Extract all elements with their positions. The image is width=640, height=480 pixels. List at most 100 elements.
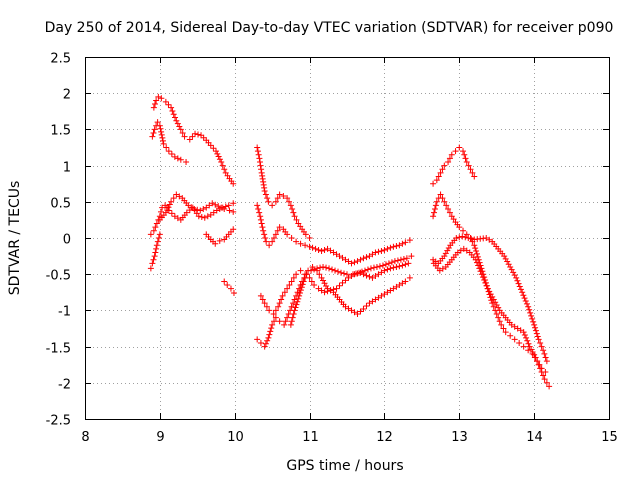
data-point bbox=[166, 201, 173, 208]
data-point bbox=[165, 204, 172, 211]
data-point bbox=[287, 202, 294, 209]
data-point bbox=[274, 227, 281, 234]
data-point bbox=[528, 312, 535, 319]
data-point bbox=[482, 279, 489, 286]
data-point bbox=[489, 300, 496, 307]
data-point bbox=[154, 119, 161, 126]
data-point bbox=[391, 258, 398, 265]
data-point bbox=[400, 255, 407, 262]
y-tick-label: -1 bbox=[58, 305, 71, 320]
data-point bbox=[516, 339, 523, 346]
data-point bbox=[471, 173, 478, 180]
data-point bbox=[532, 327, 539, 334]
data-point bbox=[332, 267, 339, 274]
data-point bbox=[209, 200, 216, 207]
data-point bbox=[257, 339, 264, 346]
data-point bbox=[320, 277, 327, 284]
y-tick-label: -2.5 bbox=[46, 414, 71, 429]
data-point bbox=[358, 268, 365, 275]
data-point bbox=[527, 309, 534, 316]
data-point bbox=[300, 278, 307, 285]
data-point bbox=[437, 169, 444, 176]
data-point bbox=[290, 274, 297, 281]
x-tick-label: 8 bbox=[81, 430, 89, 445]
data-point bbox=[289, 206, 296, 213]
x-tick-label: 12 bbox=[376, 430, 393, 445]
plot-frame bbox=[85, 57, 610, 420]
data-point bbox=[263, 238, 270, 245]
data-point bbox=[354, 311, 361, 318]
data-point bbox=[538, 368, 545, 375]
data-point bbox=[254, 336, 261, 343]
data-point bbox=[151, 253, 158, 260]
data-point bbox=[215, 203, 222, 210]
data-point bbox=[269, 321, 276, 328]
data-point bbox=[507, 263, 514, 270]
data-points bbox=[147, 93, 553, 390]
y-tick-label: -0.5 bbox=[46, 269, 71, 284]
data-point bbox=[170, 195, 177, 202]
y-tick-label: 1 bbox=[63, 161, 71, 176]
data-point bbox=[461, 151, 468, 158]
data-point bbox=[200, 134, 207, 141]
data-point bbox=[281, 289, 288, 296]
data-point bbox=[511, 272, 518, 279]
data-point bbox=[270, 311, 277, 318]
data-point bbox=[189, 133, 196, 140]
data-point bbox=[155, 93, 162, 100]
data-point bbox=[162, 98, 169, 105]
data-point bbox=[269, 238, 276, 245]
data-point bbox=[531, 321, 538, 328]
data-point bbox=[382, 261, 389, 268]
data-point bbox=[260, 227, 267, 234]
data-point bbox=[541, 376, 548, 383]
data-point bbox=[265, 334, 272, 341]
data-point bbox=[153, 220, 160, 227]
data-point bbox=[271, 318, 278, 325]
data-point bbox=[213, 207, 220, 214]
data-point bbox=[293, 238, 300, 245]
data-point bbox=[150, 256, 157, 263]
data-point bbox=[261, 343, 268, 350]
data-point bbox=[181, 133, 188, 140]
data-point bbox=[299, 281, 306, 288]
data-point bbox=[285, 198, 292, 205]
data-point bbox=[152, 249, 159, 256]
data-point bbox=[290, 311, 297, 318]
series-15 bbox=[430, 233, 550, 365]
data-point bbox=[151, 126, 158, 133]
data-point bbox=[495, 304, 502, 311]
data-point bbox=[344, 271, 350, 278]
data-point bbox=[394, 257, 401, 264]
series-1 bbox=[150, 93, 237, 187]
data-point bbox=[363, 254, 370, 261]
data-point bbox=[278, 296, 285, 303]
data-point bbox=[215, 153, 222, 160]
data-point bbox=[195, 131, 202, 138]
data-point bbox=[318, 248, 325, 255]
data-point bbox=[405, 260, 412, 267]
data-point bbox=[476, 265, 483, 272]
data-point bbox=[257, 213, 264, 220]
data-point bbox=[150, 130, 157, 137]
data-point bbox=[351, 271, 358, 278]
data-point bbox=[285, 311, 292, 318]
data-point bbox=[158, 95, 165, 102]
data-point bbox=[483, 282, 490, 289]
data-point bbox=[321, 246, 328, 253]
data-point bbox=[218, 204, 225, 211]
data-point bbox=[342, 277, 349, 284]
data-point bbox=[370, 264, 377, 271]
data-point bbox=[357, 269, 364, 276]
data-point bbox=[525, 347, 532, 354]
data-point bbox=[320, 263, 327, 270]
data-point bbox=[515, 280, 522, 287]
data-point bbox=[256, 209, 263, 216]
data-point bbox=[472, 256, 479, 263]
data-point bbox=[254, 148, 261, 155]
data-point bbox=[255, 151, 262, 158]
data-point bbox=[155, 235, 162, 241]
data-point bbox=[406, 274, 413, 281]
data-point bbox=[230, 208, 237, 215]
data-point bbox=[523, 300, 530, 307]
